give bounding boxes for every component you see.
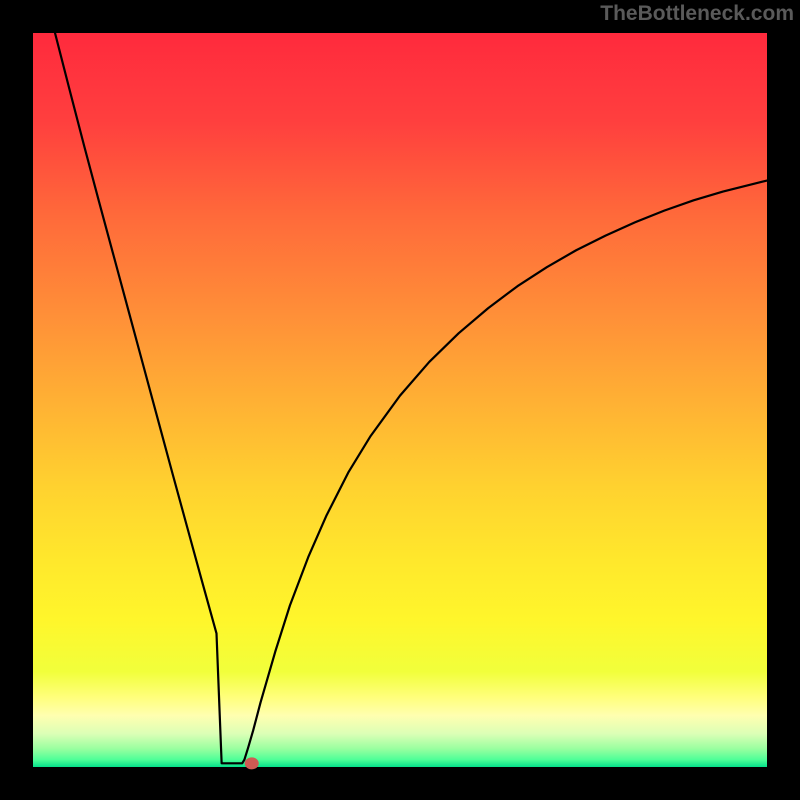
- chart-svg: [0, 0, 800, 800]
- chart-stage: TheBottleneck.com: [0, 0, 800, 800]
- min-marker: [245, 757, 259, 769]
- plot-area: [33, 33, 767, 767]
